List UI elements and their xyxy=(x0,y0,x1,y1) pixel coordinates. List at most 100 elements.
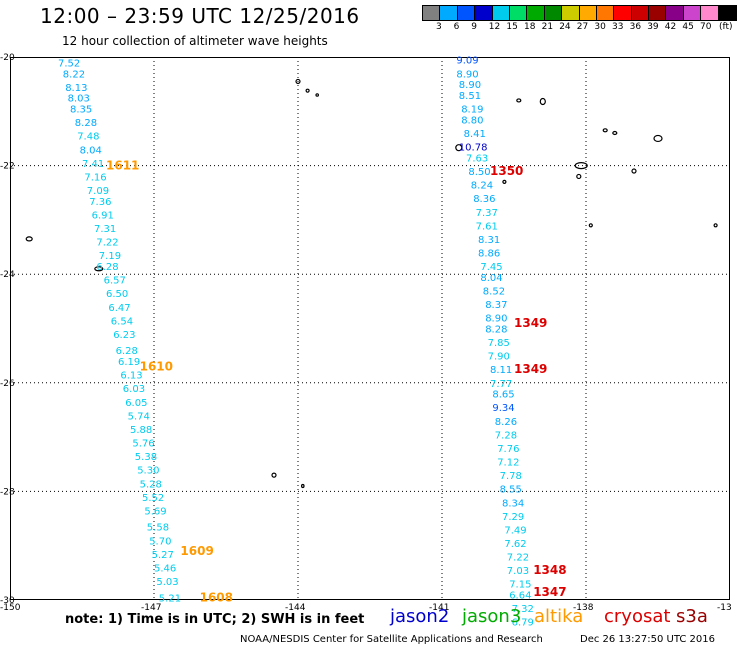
legend-tick-label: 39 xyxy=(647,22,659,32)
left-track-wave-height-label: 7.16 xyxy=(84,172,106,183)
legend-tick-label: 42 xyxy=(664,22,677,32)
legend-tick-label: 45 xyxy=(682,22,694,32)
right-track-wave-height-label: 8.36 xyxy=(473,194,495,205)
legend-swatch xyxy=(666,6,684,20)
right-track-wave-height-label: 7.12 xyxy=(497,458,519,469)
island-outline xyxy=(295,78,301,85)
left-track-wave-height-label: 6.03 xyxy=(123,384,145,395)
legend-tick-label: 6 xyxy=(453,22,460,32)
right-track-wave-height-label: 7.37 xyxy=(476,208,498,219)
satellite-label-cryosat: cryosat xyxy=(604,606,671,627)
legend-swatch xyxy=(527,6,545,20)
right-track-wave-height-label: 7.76 xyxy=(497,444,519,455)
generated-timestamp: Dec 26 13:27:50 UTC 2016 xyxy=(580,634,715,645)
legend-swatch xyxy=(562,6,580,20)
left-track-wave-height-label: 5.03 xyxy=(156,577,178,588)
lon-axis-label: -13 xyxy=(717,603,732,613)
right-track-wave-height-label: 7.32 xyxy=(512,604,534,615)
lon-axis-label: -150 xyxy=(0,603,21,613)
right-track-wave-height-label: 9.09 xyxy=(456,56,478,67)
legend-tick-label: 24 xyxy=(559,22,571,32)
left-track-wave-height-label: 6.91 xyxy=(92,210,114,221)
island-outline xyxy=(94,266,104,272)
right-track-pass-number: 1348 xyxy=(533,563,566,577)
left-track-wave-height-label: 6.54 xyxy=(111,316,133,327)
left-track-wave-height-label: 6.19 xyxy=(118,357,140,368)
legend-tick-label: 15 xyxy=(506,22,518,32)
right-track-wave-height-label: 9.34 xyxy=(492,403,514,414)
island-outline xyxy=(612,130,618,136)
left-track-wave-height-label: 5.70 xyxy=(149,536,171,547)
legend-tick-label: 21 xyxy=(541,22,554,32)
footer-note: note: 1) Time is in UTC; 2) SWH is in fe… xyxy=(65,612,365,627)
right-track-wave-height-label: 8.34 xyxy=(502,498,524,509)
legend-tick-label: 30 xyxy=(594,22,606,32)
right-track-pass-number: 1347 xyxy=(533,585,566,599)
island-outline xyxy=(588,223,593,228)
lon-axis-label: -144 xyxy=(285,603,306,613)
left-track-wave-height-label: 5.69 xyxy=(144,506,166,517)
left-track-pass-number: 1610 xyxy=(140,360,173,374)
legend-swatch xyxy=(544,6,563,20)
right-track-wave-height-label: 8.04 xyxy=(480,273,502,284)
right-track-wave-height-label: 8.41 xyxy=(464,129,486,140)
right-track-wave-height-label: 8.19 xyxy=(461,105,483,116)
island-outline xyxy=(305,88,310,93)
lon-axis-label: -141 xyxy=(429,603,449,613)
left-track-wave-height-label: 8.04 xyxy=(80,145,102,156)
lon-axis-label: -138 xyxy=(573,603,594,613)
legend-swatch xyxy=(579,6,597,20)
right-track-wave-height-label: 7.28 xyxy=(495,430,517,441)
right-track-wave-height-label: 7.77 xyxy=(490,379,512,390)
legend-tick-label: 33 xyxy=(612,22,624,32)
right-track-wave-height-label: 7.45 xyxy=(480,262,502,273)
right-track-wave-height-label: 8.24 xyxy=(471,181,493,192)
legend-swatch xyxy=(631,6,650,20)
left-track-wave-height-label: 5.58 xyxy=(147,523,169,534)
right-track-wave-height-label: 6.64 xyxy=(509,591,531,602)
right-track-wave-height-label: 7.49 xyxy=(504,525,526,536)
left-track-wave-height-label: 5.30 xyxy=(137,466,159,477)
left-track-wave-height-label: 7.19 xyxy=(99,251,121,262)
left-track-wave-height-label: 6.23 xyxy=(113,330,135,341)
right-track-wave-height-label: 7.90 xyxy=(488,352,510,363)
legend-swatch xyxy=(683,6,702,20)
right-track-wave-height-label: 8.90 xyxy=(485,314,507,325)
right-track-wave-height-label: 8.28 xyxy=(485,325,507,336)
right-track-wave-height-label: 7.03 xyxy=(507,566,529,577)
legend-tick-label: 27 xyxy=(576,22,589,32)
left-track-wave-height-label: 6.50 xyxy=(106,289,128,300)
lon-axis-label: -147 xyxy=(141,603,161,613)
right-track-wave-height-label: 8.11 xyxy=(490,365,512,376)
left-track-wave-height-label: 6.57 xyxy=(104,276,126,287)
left-track-wave-height-label: 7.09 xyxy=(87,186,109,197)
right-track-wave-height-label: 7.15 xyxy=(509,580,531,591)
legend-tick-label: 36 xyxy=(629,22,642,32)
legend-swatch xyxy=(475,6,493,20)
right-track-wave-height-label: 7.62 xyxy=(504,539,526,550)
legend-swatch xyxy=(614,6,632,20)
left-track-wave-height-label: 8.22 xyxy=(63,69,85,80)
credit-text: NOAA/NESDIS Center for Satellite Applica… xyxy=(240,634,543,645)
right-track-wave-height-label: 6.79 xyxy=(512,618,534,629)
island-outline xyxy=(455,144,463,152)
page-title: 12:00 – 23:59 UTC 12/25/2016 xyxy=(40,4,360,28)
left-track-wave-height-label: 5.74 xyxy=(128,411,150,422)
right-track-wave-height-label: 8.65 xyxy=(492,390,514,401)
right-track-wave-height-label: 8.90 xyxy=(459,80,481,91)
legend-swatch xyxy=(509,6,528,20)
left-track-pass-number: 1609 xyxy=(180,544,213,558)
left-track-wave-height-label: 5.27 xyxy=(152,550,174,561)
left-track-wave-height-label: 7.41 xyxy=(82,159,104,170)
island-outline xyxy=(602,128,608,133)
legend-tick-label: 18 xyxy=(524,22,536,32)
island-outline xyxy=(271,472,277,478)
right-track-wave-height-label: 8.52 xyxy=(483,286,505,297)
left-track-wave-height-label: 8.35 xyxy=(70,105,92,116)
right-track-pass-number: 1349 xyxy=(514,362,547,376)
island-outline xyxy=(516,98,522,103)
island-outline xyxy=(653,134,663,143)
lat-axis-label: -30 xyxy=(0,596,15,606)
